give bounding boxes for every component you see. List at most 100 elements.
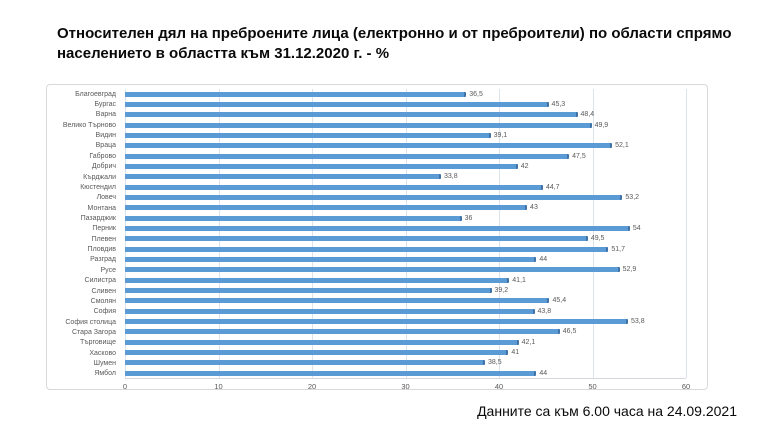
bar-value-label: 52,1 [615, 142, 629, 150]
x-tick-label: 20 [307, 382, 317, 391]
bar-value-label: 43 [530, 204, 538, 212]
x-axis-ticks: 0 10 20 30 40 50 60 [122, 382, 690, 394]
bar-row: 53,2 [125, 192, 686, 202]
bar-value-label: 51,7 [611, 245, 626, 253]
bar-value-label: 52,9 [622, 266, 637, 274]
gridline-0 [125, 89, 126, 378]
category-label: Добрич [91, 163, 116, 171]
bar [125, 91, 467, 97]
bar [125, 349, 509, 355]
bar-row: 48,4 [125, 110, 686, 120]
bar-value-label: 46,5 [562, 328, 577, 336]
bar-value-label: 36,5 [469, 90, 483, 98]
x-tick-label: 50 [588, 382, 597, 391]
category-label: Ловеч [96, 194, 116, 202]
bar-value-label: 44 [539, 369, 548, 377]
category-label: Търговище [79, 339, 116, 347]
category-label: София столица [65, 318, 116, 326]
category-label: Ямбол [94, 370, 116, 378]
bar-row: 41 [125, 347, 686, 357]
bar [125, 174, 442, 180]
bar [125, 132, 491, 138]
category-label: Шумен [93, 360, 116, 368]
category-label: Разград [90, 256, 116, 264]
x-tick-label: 40 [494, 382, 504, 391]
bar-row: 39,1 [125, 130, 686, 140]
gridline-20 [312, 89, 313, 378]
category-label: Смолян [90, 297, 116, 305]
category-label: Благоевград [75, 90, 116, 98]
bar-row: 49,9 [125, 120, 686, 130]
bar-value-label: 42 [520, 162, 529, 170]
bar [125, 370, 537, 376]
bar [125, 339, 519, 345]
bar-value-label: 39,2 [494, 286, 509, 294]
bar [125, 360, 485, 366]
category-label: Сливен [91, 287, 116, 295]
bar [125, 184, 543, 190]
bar [125, 122, 592, 128]
bar-row: 46,5 [125, 327, 686, 337]
bar [125, 246, 609, 252]
bar-row: 33,8 [125, 172, 686, 182]
category-label: Кюстендил [80, 183, 116, 191]
bar-value-label: 41,1 [512, 276, 526, 284]
bar-row: 45,3 [125, 99, 686, 109]
bar [125, 277, 510, 283]
bar-value-label: 44,7 [545, 183, 560, 191]
bar [125, 308, 535, 314]
category-label: Пловдив [87, 246, 116, 254]
bar [125, 318, 629, 324]
bar [125, 112, 578, 118]
gridline-30 [405, 89, 407, 378]
category-label: София [93, 308, 116, 316]
bar-value-label: 53,2 [625, 193, 640, 201]
bar-row: 42 [125, 161, 686, 171]
bar-value-label: 45,3 [551, 100, 566, 108]
bar-row: 44 [125, 368, 686, 378]
category-label: Видин [95, 132, 116, 140]
bar-row: 47,5 [125, 151, 686, 161]
bar [125, 267, 620, 273]
bar-value-label: 48,4 [580, 111, 595, 119]
bar-value-label: 33,8 [444, 173, 458, 181]
bar [125, 236, 588, 242]
bar [125, 329, 560, 335]
bar-row: 43 [125, 203, 686, 213]
bar-row: 38,5 [125, 358, 686, 368]
bar-row: 44 [125, 254, 686, 264]
bar [125, 287, 492, 293]
x-tick-label: 0 [122, 382, 128, 391]
gridline-10 [218, 89, 220, 378]
bar-value-label: 39,1 [493, 131, 508, 139]
category-label: Силистра [84, 277, 116, 285]
chart-title: Относителен дял на преброените лица (еле… [57, 24, 732, 65]
chart-title-line1: Относителен дял на преброените лица (еле… [57, 25, 732, 42]
bar [125, 298, 550, 304]
bar [125, 194, 623, 200]
bar [125, 225, 630, 231]
bar-row: 43,8 [125, 306, 686, 316]
plot-area: 36,5 45,3 48,4 49,9 39,1 52,1 47,5 42 33,8 44,7 53… [125, 89, 687, 379]
x-tick-label: 10 [214, 382, 223, 391]
bar-value-label: 54 [632, 224, 641, 232]
category-label: Враца [95, 142, 116, 150]
bar-row: 52,9 [125, 265, 686, 275]
category-label: Плевен [91, 235, 116, 243]
category-label: Монтана [87, 204, 116, 212]
x-tick-label: 30 [401, 382, 410, 391]
bar [125, 163, 518, 169]
category-label: Хасково [89, 349, 116, 357]
bar-value-label: 41 [511, 348, 520, 356]
bar-row: 49,5 [125, 234, 686, 244]
gridline-50 [592, 89, 594, 378]
bar-row: 42,1 [125, 337, 686, 347]
bar-value-label: 53,8 [631, 317, 645, 325]
bar-row: 51,7 [125, 244, 686, 254]
bar [125, 101, 549, 107]
bar-row: 44,7 [125, 182, 686, 192]
category-label: Пазарджик [80, 214, 116, 222]
bar-value-label: 44 [539, 255, 548, 263]
bar-row: 36,5 [125, 89, 686, 99]
